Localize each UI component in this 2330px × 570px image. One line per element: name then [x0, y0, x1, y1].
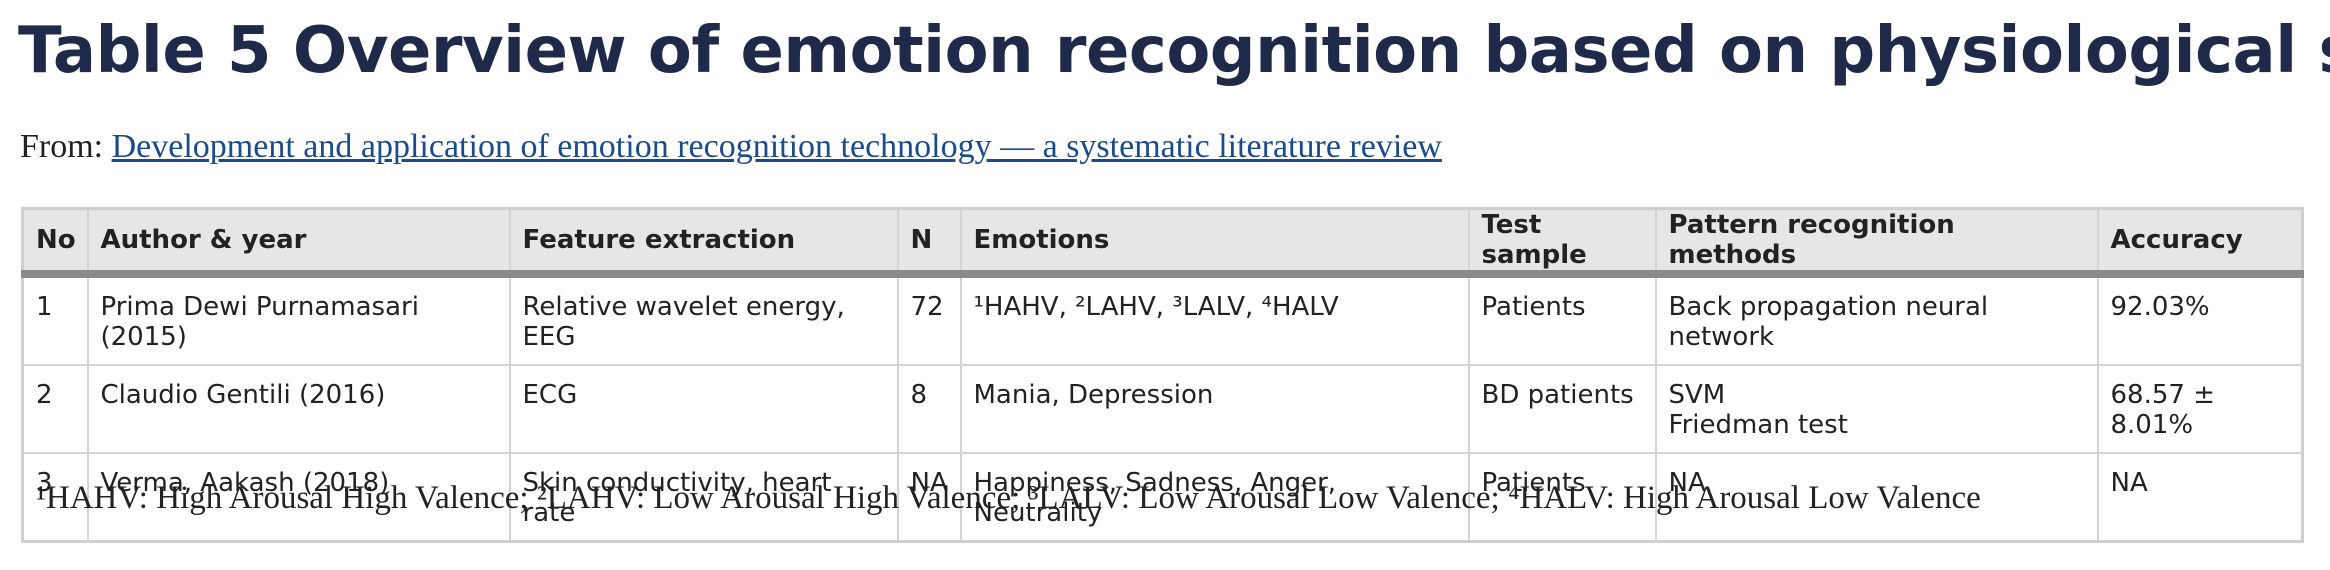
table-cell: Verma, Aakash (2018) [86, 452, 510, 542]
table-row: 2 Claudio Gentili (2016) ECG 8 Mania, Depres… [22, 364, 2303, 453]
table-cell: Skin conductivity, heart rate [508, 452, 898, 542]
table-cell: 92.03% [2096, 273, 2303, 365]
column-header: No [22, 208, 88, 278]
table-cell: Relative wavelet energy, EEG [508, 273, 898, 365]
table-cell: Patients [1467, 273, 1656, 365]
cell-line: Friedman test [1668, 410, 1848, 440]
column-header: Author & year [86, 208, 510, 278]
table-row: 1 Prima Dewi Purnamasari (2015) Relative w… [22, 273, 2303, 365]
table-cell: Patients [1467, 452, 1656, 542]
footnote: ¹HAHV: High Arousal High Valence; ²LAHV:… [36, 480, 1981, 516]
column-header: Feature extraction [508, 208, 898, 278]
table-cell: NA [2096, 452, 2303, 542]
column-header: N [896, 208, 961, 278]
table-cell: 68.57 ± 8.01% [2096, 364, 2303, 453]
table-cell: NA [1654, 452, 2098, 542]
table-cell: SVM Friedman test [1654, 364, 2098, 453]
data-table: No Author & year Feature extraction N Emotio… [21, 207, 2304, 543]
article-link[interactable]: Development and application of emotion r… [111, 128, 1442, 165]
header-row: No Author & year Feature extraction N Emotio… [22, 208, 2303, 278]
cell-line: SVM [1668, 380, 1726, 410]
table-cell: 3 [22, 452, 88, 542]
table-title: Table 5 Overview of emotion recognition … [18, 14, 2330, 88]
source-line: From: Development and application of emo… [20, 128, 1442, 166]
table-cell: NA [896, 452, 961, 542]
table-cell: Back propagation neural network [1654, 273, 2098, 365]
column-header: Pattern recognition methods [1654, 208, 2098, 278]
table-cell: Claudio Gentili (2016) [86, 364, 510, 453]
column-header: Accuracy [2096, 208, 2303, 278]
table-cell: 1 [22, 273, 88, 365]
table-cell: 8 [896, 364, 961, 453]
table-cell: Prima Dewi Purnamasari (2015) [86, 273, 510, 365]
column-header: Emotions [959, 208, 1469, 278]
column-header: Test sample [1467, 208, 1656, 278]
table-cell: 2 [22, 364, 88, 453]
from-label: From: [20, 128, 104, 165]
table-cell: ECG [508, 364, 898, 453]
table-cell: Happiness, Sadness, Anger, Neutrality [959, 452, 1469, 542]
table-row: 3 Verma, Aakash (2018) Skin conductivity, … [22, 452, 2303, 542]
table-cell: BD patients [1467, 364, 1656, 453]
table-cell: 72 [896, 273, 961, 365]
table-cell: Mania, Depression [959, 364, 1469, 453]
table-cell: ¹HAHV, ²LAHV, ³LALV, ⁴HALV [959, 273, 1469, 365]
